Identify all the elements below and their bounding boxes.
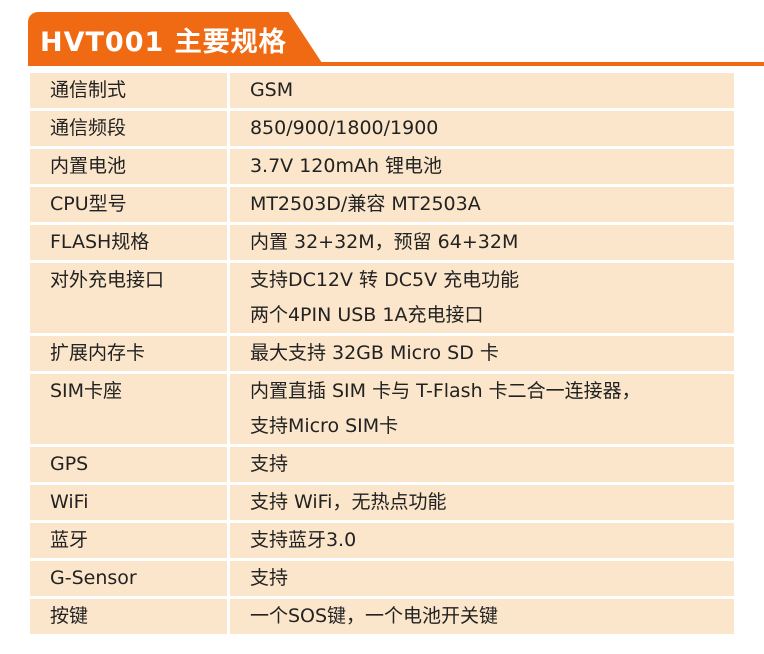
spec-value-cell: 850/900/1800/1900 bbox=[229, 111, 734, 146]
spec-label-cell: CPU型号 bbox=[30, 187, 230, 222]
spec-label: 扩展内存卡 bbox=[50, 342, 146, 364]
spec-value-cell: MT2503D/兼容 MT2503A bbox=[229, 187, 734, 222]
spec-label: 对外充电接口 bbox=[50, 269, 165, 291]
spec-label-cell: FLASH规格 bbox=[30, 225, 230, 260]
spec-label: CPU型号 bbox=[50, 193, 127, 215]
spec-label-cell: GPS bbox=[30, 447, 230, 482]
title-tab bbox=[28, 12, 324, 66]
spec-value-cell: 3.7V 120mAh 锂电池 bbox=[229, 149, 734, 184]
spec-value-cell: 支持 bbox=[229, 447, 734, 482]
spec-label-cell: 对外充电接口 bbox=[30, 263, 230, 333]
spec-row: CPU型号 MT2503D/兼容 MT2503A bbox=[30, 187, 734, 222]
spec-row: FLASH规格 内置 32+32M，预留 64+32M bbox=[30, 225, 734, 260]
spec-row: SIM卡座 内置直插 SIM 卡与 T-Flash 卡二合一连接器， 支持Mic… bbox=[30, 374, 734, 444]
spec-value: 3.7V 120mAh 锂电池 bbox=[249, 155, 443, 177]
spec-value-cell: 支持 bbox=[229, 561, 734, 596]
spec-label: GPS bbox=[50, 453, 89, 475]
spec-row: 按键 一个SOS键，一个电池开关键 bbox=[30, 599, 734, 634]
spec-value: 850/900/1800/1900 bbox=[249, 117, 439, 139]
spec-table: 通信制式 GSM 通信频段 850/900/1800/1900 内置电池 3.7… bbox=[30, 70, 734, 637]
spec-label: G-Sensor bbox=[50, 567, 137, 589]
spec-value: 支持 bbox=[249, 567, 288, 589]
spec-label: 通信频段 bbox=[50, 117, 127, 139]
spec-label-cell: 通信制式 bbox=[30, 73, 230, 108]
spec-value-cell: 最大支持 32GB Micro SD 卡 bbox=[229, 336, 734, 371]
spec-value: 支持 WiFi，无热点功能 bbox=[249, 491, 447, 513]
spec-row: 对外充电接口 支持DC12V 转 DC5V 充电功能 两个4PIN USB 1A… bbox=[30, 263, 734, 333]
spec-row: G-Sensor 支持 bbox=[30, 561, 734, 596]
spec-value: 内置 32+32M，预留 64+32M bbox=[249, 231, 519, 253]
spec-label: WiFi bbox=[50, 491, 89, 513]
spec-label: 按键 bbox=[50, 605, 89, 627]
spec-value: 一个SOS键，一个电池开关键 bbox=[249, 605, 499, 627]
spec-label-cell: 扩展内存卡 bbox=[30, 336, 230, 371]
spec-row: GPS 支持 bbox=[30, 447, 734, 482]
spec-value-cell: 支持 WiFi，无热点功能 bbox=[229, 485, 734, 520]
spec-title-bar: HVT001 主要规格 bbox=[28, 12, 764, 66]
spec-label: 蓝牙 bbox=[50, 529, 89, 551]
spec-value: 支持蓝牙3.0 bbox=[249, 529, 357, 551]
spec-value: GSM bbox=[249, 79, 294, 101]
spec-label-cell: G-Sensor bbox=[30, 561, 230, 596]
spec-value: 两个4PIN USB 1A充电接口 bbox=[249, 304, 484, 326]
spec-row: 扩展内存卡 最大支持 32GB Micro SD 卡 bbox=[30, 336, 734, 371]
spec-value-cell: 内置直插 SIM 卡与 T-Flash 卡二合一连接器， 支持Micro SIM… bbox=[229, 374, 734, 444]
spec-label-cell: WiFi bbox=[30, 485, 230, 520]
spec-value: 最大支持 32GB Micro SD 卡 bbox=[249, 342, 499, 364]
spec-label-cell: 蓝牙 bbox=[30, 523, 230, 558]
spec-label: 通信制式 bbox=[50, 79, 127, 101]
spec-row: WiFi 支持 WiFi，无热点功能 bbox=[30, 485, 734, 520]
spec-label-cell: 通信频段 bbox=[30, 111, 230, 146]
spec-label: 内置电池 bbox=[50, 155, 127, 177]
spec-value-cell: 支持蓝牙3.0 bbox=[229, 523, 734, 558]
spec-label-cell: 内置电池 bbox=[30, 149, 230, 184]
spec-value-cell: 支持DC12V 转 DC5V 充电功能 两个4PIN USB 1A充电接口 bbox=[229, 263, 734, 333]
spec-row: 通信频段 850/900/1800/1900 bbox=[30, 111, 734, 146]
spec-label: SIM卡座 bbox=[50, 380, 123, 402]
spec-value-cell: 一个SOS键，一个电池开关键 bbox=[229, 599, 734, 634]
spec-value-cell: 内置 32+32M，预留 64+32M bbox=[229, 225, 734, 260]
spec-value: 支持Micro SIM卡 bbox=[249, 415, 399, 437]
spec-value: 内置直插 SIM 卡与 T-Flash 卡二合一连接器， bbox=[249, 380, 641, 402]
title-underline bbox=[28, 62, 764, 66]
spec-row: 蓝牙 支持蓝牙3.0 bbox=[30, 523, 734, 558]
spec-value: 支持 bbox=[249, 453, 288, 475]
page-title: HVT001 主要规格 bbox=[40, 27, 287, 58]
spec-label: FLASH规格 bbox=[50, 231, 150, 253]
spec-value: MT2503D/兼容 MT2503A bbox=[249, 193, 481, 215]
spec-label-cell: 按键 bbox=[30, 599, 230, 634]
spec-value-cell: GSM bbox=[229, 73, 734, 108]
spec-row: 通信制式 GSM bbox=[30, 73, 734, 108]
spec-label-cell: SIM卡座 bbox=[30, 374, 230, 444]
spec-value: 支持DC12V 转 DC5V 充电功能 bbox=[249, 269, 520, 291]
spec-row: 内置电池 3.7V 120mAh 锂电池 bbox=[30, 149, 734, 184]
